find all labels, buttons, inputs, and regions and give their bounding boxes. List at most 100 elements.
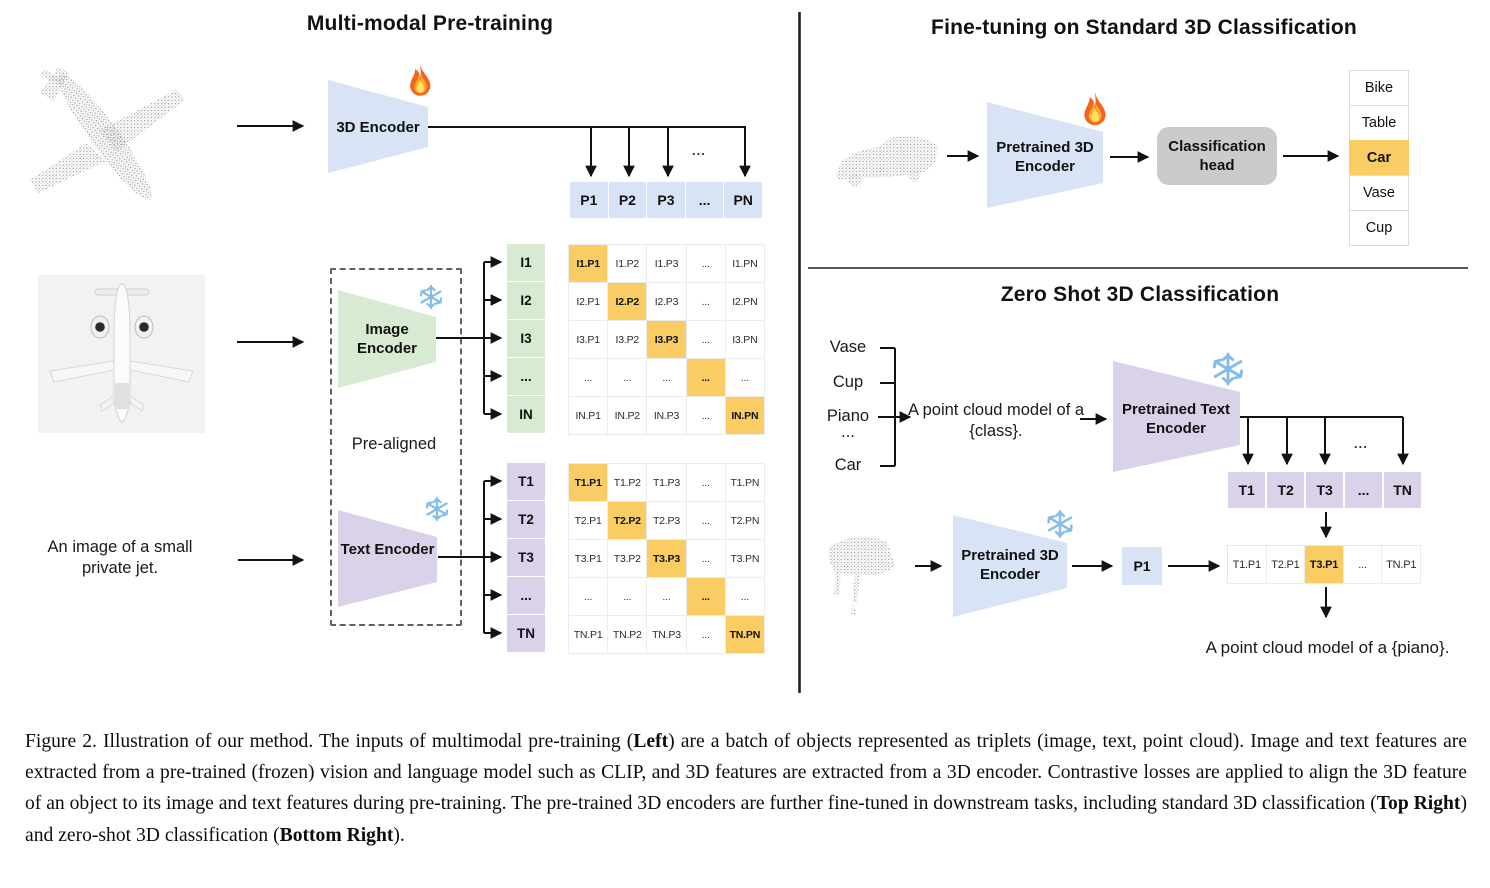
p-feature-cell: ... [685,182,724,218]
text-feature-row: T1 T2 T3... TN [1228,472,1422,508]
similarity-score-cell: T2.P1 [1266,546,1306,584]
image-point-similarity-cell: ... [569,359,609,397]
image-point-similarity-cell: I1.P2 [608,245,648,283]
text-point-similarity-cell: TN.P2 [608,616,648,654]
zero-shot-class-label: Cup [832,373,864,391]
3d-encoder-label: 3D Encoder [336,119,420,136]
t-feature-cell: T1 [1228,472,1266,508]
image-point-similarity-cell: ... [686,245,726,283]
image-point-similarity-matrix: I1.P1 I1.P2 I1.P3... I1.PN I2.P1 I2.P2 I2.P3..… [568,244,765,435]
image-point-similarity-cell: ... [686,397,726,435]
connector-arrows [237,120,1409,639]
image-point-similarity-cell: ... [686,359,726,397]
piano-point-cloud [828,536,895,615]
pretrained-3d-encoder-label-zeroshot: Pretrained 3D Encoder [961,547,1059,583]
zero-shot-class-list: Vase Cup Piano... Car [812,0,884,500]
image-point-similarity-cell: IN.P3 [647,397,687,435]
figure-graphics-layer [30,12,1468,693]
image-point-similarity-cell: I2.PN [725,283,765,321]
classification-head-box: Classification head [1157,127,1277,185]
p-feature-cell: P1 [570,182,608,218]
text-point-similarity-cell: ... [686,616,726,654]
text-point-similarity-cell: T1.P2 [608,464,648,502]
text-feature-cell: T1 [507,463,545,500]
image-point-similarity-cell: ... [686,283,726,321]
image-point-similarity-cell: ... [608,359,648,397]
car-point-cloud [836,135,938,187]
point-feature-row: P1 P2 P3... PN [570,182,762,218]
text-point-similarity-cell: T1.P1 [569,464,609,502]
p1-feature-box: P1 [1122,547,1162,585]
image-point-similarity-cell: I3.P1 [569,321,609,359]
pretrained-3d-encoder-shape-zeroshot [953,515,1067,617]
text-point-similarity-cell: T2.P3 [647,502,687,540]
image-point-similarity-cell: I3.P3 [647,321,687,359]
p-feature-cell: PN [724,182,762,218]
text-point-similarity-cell: T1.P3 [647,464,687,502]
t-feature-cell: ... [1344,472,1383,508]
image-encoder-label: Image Encoder [356,321,417,357]
text-point-similarity-cell: TN.PN [725,616,765,654]
pretrained-3d-encoder-shape-finetune [987,102,1103,208]
image-point-similarity-cell: I3.P2 [608,321,648,359]
caption-bold-text: Bottom Right [279,824,394,846]
text-feature-cell: T2 [507,501,545,538]
similarity-score-cell: ... [1343,546,1383,584]
jet-image [38,275,205,433]
text-encoder-shape [338,510,437,607]
left-section-title: Multi-modal Pre-training [306,12,554,35]
image-point-similarity-cell: I1.PN [725,245,765,283]
ellipsis-label: ... [692,143,706,158]
text-point-similarity-cell: T2.PN [725,502,765,540]
snowflake-icon [419,284,443,310]
zero-shot-class-label: Piano [826,407,870,425]
t-feature-cell: T3 [1305,472,1344,508]
snowflake-icon [1213,352,1243,386]
pretrained-text-encoder-label: Pretrained Text Encoder [1121,401,1231,437]
ellipsis-label: ... [1354,436,1368,451]
image-point-similarity-cell: ... [686,321,726,359]
text-point-similarity-cell: T3.PN [725,540,765,578]
text-feature-cell: ... [507,577,545,614]
image-feature-cell: ... [507,358,545,395]
snowflake-icon [1047,510,1073,538]
text-feature-cell: TN [507,615,545,652]
pre-aligned-label: Pre-aligned [351,435,437,453]
image-point-similarity-cell: ... [725,359,765,397]
pretrained-3d-encoder-label-finetune: Pretrained 3D Encoder [996,139,1094,175]
image-point-similarity-cell: I2.P2 [608,283,648,321]
image-feature-cell: I2 [507,282,545,319]
text-point-similarity-cell: ... [647,578,687,616]
t-feature-cell: T2 [1266,472,1305,508]
caption-bold-text: Top Right [1376,793,1461,815]
classification-class-cell: Bike [1349,70,1409,106]
image-point-similarity-cell: I2.P3 [647,283,687,321]
t-feature-cell: TN [1383,472,1422,508]
text-point-similarity-cell: T3.P1 [569,540,609,578]
text-feature-column: T1 T2 T3... TN [507,463,545,652]
text-point-similarity-cell: ... [608,578,648,616]
image-point-similarity-cell: IN.P1 [569,397,609,435]
fire-icon [410,64,431,96]
caption-text: ) and zero-shot 3D classification ( [25,793,1467,846]
classification-class-cell: Vase [1349,175,1409,211]
caption-text: Figure 2. Illustration of our method. Th… [25,731,634,752]
similarity-score-cell: T1.P1 [1228,546,1267,584]
classification-head-label: Classification head [1168,138,1266,174]
text-point-similarity-cell: ... [725,578,765,616]
jet-image-drawing [49,283,194,424]
image-point-similarity-cell: I1.P1 [569,245,609,283]
p-feature-cell: P3 [647,182,685,218]
image-feature-cell: I3 [507,320,545,357]
image-feature-column: I1 I2 I3... IN [507,244,545,433]
similarity-score-cell: TN.P1 [1382,546,1421,584]
image-feature-cell: IN [507,396,545,433]
classification-class-cell: Car [1349,140,1409,176]
text-feature-cell: T3 [507,539,545,576]
text-point-similarity-cell: ... [686,578,726,616]
jet-image-caption: An image of a small private jet. [47,538,193,577]
similarity-score-cell: T3.P1 [1305,546,1344,584]
fire-icon [1084,92,1106,126]
text-point-similarity-cell: ... [686,502,726,540]
